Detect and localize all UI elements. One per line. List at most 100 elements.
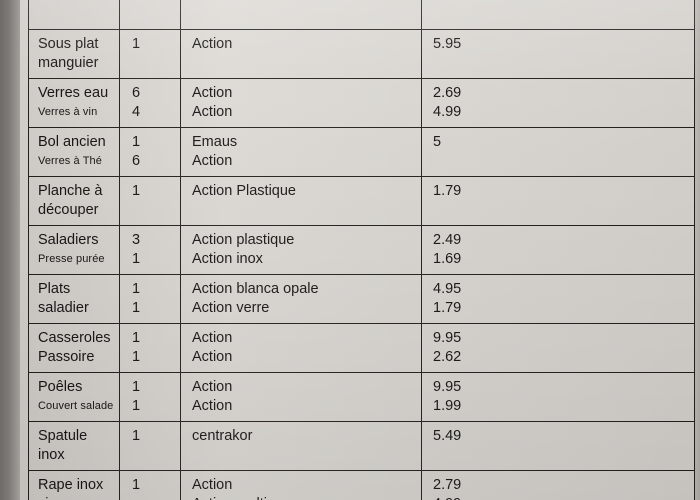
price-cell-line: 4.95 bbox=[433, 281, 462, 297]
quantity-cell-line: 1 bbox=[132, 379, 141, 395]
price-cell-line bbox=[433, 5, 694, 24]
store-cell-line: Action bbox=[192, 379, 233, 395]
quantity-cell-content: 1 bbox=[120, 177, 180, 225]
quantity-cell-line bbox=[132, 446, 180, 465]
price-cell: 2.49 1.69 bbox=[421, 225, 695, 275]
store-cell-line: Action bbox=[192, 477, 233, 493]
price-cell-line: 4.99 bbox=[433, 495, 694, 500]
table-row bbox=[28, 0, 695, 30]
store-cell-content: Action Action bbox=[181, 373, 421, 421]
item-name-cell: Verres eau Verres à vin bbox=[28, 78, 120, 128]
quantity-cell: 1 bbox=[119, 29, 181, 79]
store-cell-line: Action bbox=[192, 104, 233, 120]
table-row: Poêles Couvert salade 1 1 Action Action 9.95 1.… bbox=[28, 372, 695, 422]
price-cell: 1.79 bbox=[421, 176, 695, 226]
quantity-cell-line: 1 bbox=[132, 300, 141, 316]
item-name-cell-line: Bol ancien bbox=[38, 134, 106, 150]
quantity-cell: 1 bbox=[119, 176, 181, 226]
store-cell-content: Action Action multiusage bbox=[181, 471, 421, 500]
store-cell-content: Action plastique Action inox bbox=[181, 226, 421, 274]
item-name-cell: Sous plat manguier bbox=[28, 29, 120, 79]
price-cell-line bbox=[433, 446, 694, 465]
item-name-cell-content: Planche à découper bbox=[29, 177, 119, 225]
quantity-cell-line: 1 bbox=[132, 428, 141, 444]
store-cell-line: Action blanca opale bbox=[192, 281, 319, 297]
store-cell: Emaus Action bbox=[180, 127, 422, 177]
store-cell: Action plastique Action inox bbox=[180, 225, 422, 275]
table-row: Spatule inox 1 centrakor 5.49 bbox=[28, 421, 695, 471]
item-name-cell-line: inox bbox=[38, 447, 65, 463]
quantity-cell-line bbox=[132, 54, 180, 73]
item-name-cell-line: Verres à vin bbox=[38, 106, 98, 118]
store-cell: Action Action bbox=[180, 323, 422, 373]
store-cell: Action Action bbox=[180, 372, 422, 422]
item-name-cell-line: ciseaux bbox=[38, 495, 119, 500]
item-name-cell-line: Couvert salade bbox=[38, 400, 114, 412]
table-row: Plats saladier 1 1 Action blanca opale Action… bbox=[28, 274, 695, 324]
store-cell-content bbox=[181, 0, 421, 29]
price-cell-line: 5.95 bbox=[433, 36, 462, 52]
quantity-cell-content: 1 bbox=[120, 422, 180, 470]
store-cell: Action Plastique bbox=[180, 176, 422, 226]
item-name-cell-content: Poêles Couvert salade bbox=[29, 373, 119, 421]
item-name-cell-line: Casseroles bbox=[38, 330, 111, 346]
price-cell-line: 9.95 bbox=[433, 379, 462, 395]
item-name-cell-line: Plats bbox=[38, 281, 71, 297]
store-cell-content: centrakor bbox=[181, 422, 421, 470]
price-cell-line: 1.79 bbox=[433, 183, 462, 199]
price-cell: 2.69 4.99 bbox=[421, 78, 695, 128]
item-name-cell: Bol ancien Verres à Thé bbox=[28, 127, 120, 177]
item-name-cell-line: manguier bbox=[38, 55, 99, 71]
store-cell-line bbox=[192, 5, 421, 24]
inventory-table-body: Sous plat manguier 1 Action 5.95 Verres ea… bbox=[28, 0, 695, 500]
price-cell: 5 bbox=[421, 127, 695, 177]
store-cell-line: Action bbox=[192, 349, 233, 365]
price-cell: 9.95 1.99 bbox=[421, 372, 695, 422]
price-cell-line bbox=[433, 152, 694, 171]
price-cell-content: 2.49 1.69 bbox=[422, 226, 694, 274]
quantity-cell-line: 1 bbox=[132, 281, 141, 297]
price-cell-line: 2.62 bbox=[433, 349, 462, 365]
quantity-cell-line: 1 bbox=[132, 36, 141, 52]
left-edge-shadow bbox=[0, 0, 20, 500]
store-cell-content: Emaus Action bbox=[181, 128, 421, 176]
item-name-cell-line: Rape inox bbox=[38, 477, 104, 493]
item-name-cell-line: Spatule bbox=[38, 428, 88, 444]
item-name-cell-content: Casseroles Passoire bbox=[29, 324, 119, 372]
quantity-cell-line: 4 bbox=[132, 104, 141, 120]
quantity-cell: 1 bbox=[119, 470, 181, 500]
item-name-cell: Spatule inox bbox=[28, 421, 120, 471]
table-row: Sous plat manguier 1 Action 5.95 bbox=[28, 29, 695, 79]
item-name-cell-line: découper bbox=[38, 202, 99, 218]
price-cell-content: 5.95 bbox=[422, 30, 694, 78]
item-name-cell-line: Sous plat bbox=[38, 36, 99, 52]
store-cell-line: Action plastique bbox=[192, 232, 295, 248]
price-cell-content: 2.79 4.99 bbox=[422, 471, 694, 500]
right-edge-shadow bbox=[690, 0, 700, 500]
store-cell-line: Action bbox=[192, 153, 233, 169]
item-name-cell-line bbox=[38, 5, 119, 24]
store-cell-line: Action bbox=[192, 85, 233, 101]
price-cell: 2.79 4.99 bbox=[421, 470, 695, 500]
table-row: Verres eau Verres à vin 6 4 Action Action 2.69… bbox=[28, 78, 695, 128]
price-cell: 9.95 2.62 bbox=[421, 323, 695, 373]
table-row: Rape inox ciseaux 1 Action Action multiusag… bbox=[28, 470, 695, 500]
item-name-cell-line: Presse purée bbox=[38, 253, 105, 265]
price-cell: 5.49 bbox=[421, 421, 695, 471]
quantity-cell-line: 1 bbox=[132, 477, 141, 493]
store-cell-content: Action Plastique bbox=[181, 177, 421, 225]
store-cell-line: Emaus bbox=[192, 134, 238, 150]
store-cell-line: Action bbox=[192, 330, 233, 346]
item-name-cell-line: Poêles bbox=[38, 379, 83, 395]
price-cell-line: 1.79 bbox=[433, 300, 462, 316]
price-cell-line: 9.95 bbox=[433, 330, 462, 346]
quantity-cell-line: 1 bbox=[132, 134, 141, 150]
item-name-cell: Casseroles Passoire bbox=[28, 323, 120, 373]
store-cell-line: Action bbox=[192, 398, 233, 414]
